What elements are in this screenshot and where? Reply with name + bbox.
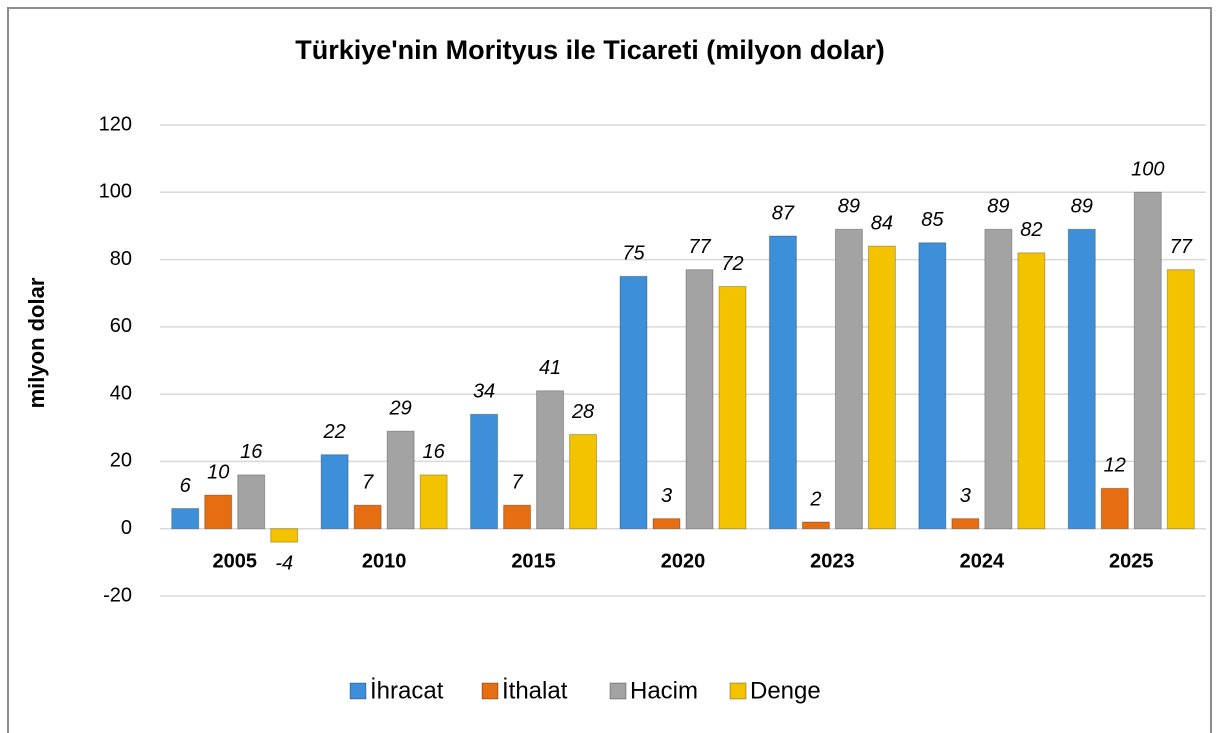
data-label: 7 <box>362 471 374 493</box>
data-label: 10 <box>207 461 229 483</box>
data-label: 6 <box>180 475 192 497</box>
legend-label: İhracat <box>370 677 444 704</box>
data-label: 12 <box>1104 455 1126 477</box>
data-label: 16 <box>240 441 263 463</box>
y-tick-label: 20 <box>110 450 132 472</box>
legend-label: Denge <box>750 677 821 704</box>
y-tick-label: -20 <box>103 584 132 606</box>
data-label: 29 <box>389 397 412 419</box>
bar <box>1067 228 1096 530</box>
bar <box>503 504 532 530</box>
y-tick-label: 40 <box>110 382 132 404</box>
bar <box>386 430 415 530</box>
bar <box>204 494 233 530</box>
legend-swatch <box>729 682 747 700</box>
legend-swatch <box>609 682 627 700</box>
legend-label: İthalat <box>502 677 568 704</box>
data-label: 89 <box>1071 196 1093 218</box>
bar <box>867 245 896 530</box>
data-label: 16 <box>423 441 446 463</box>
x-tick-label: 2024 <box>960 550 1005 572</box>
bar <box>270 528 299 543</box>
data-label: 85 <box>921 209 944 231</box>
bar <box>171 508 200 530</box>
legend-swatch <box>481 682 499 700</box>
data-label: 84 <box>871 212 893 234</box>
data-label: 89 <box>838 196 860 218</box>
legend-swatch <box>349 682 367 700</box>
bar <box>834 228 863 530</box>
bar <box>1017 252 1046 530</box>
bar <box>1133 191 1162 530</box>
bar <box>652 518 681 530</box>
y-axis-label: milyon dolar <box>24 277 49 408</box>
data-label: 28 <box>571 401 594 423</box>
bar <box>718 285 747 530</box>
data-label: 75 <box>622 243 645 265</box>
bar <box>237 474 266 530</box>
data-label: 77 <box>1170 236 1193 258</box>
bar <box>353 504 382 530</box>
x-tick-label: 2010 <box>362 550 407 572</box>
bar <box>536 390 565 530</box>
bar <box>984 228 1013 530</box>
x-tick-label: 2005 <box>212 550 257 572</box>
bar <box>801 521 830 530</box>
bar <box>320 454 349 530</box>
data-label: -4 <box>275 552 293 574</box>
data-label: 7 <box>512 471 524 493</box>
bar <box>951 518 980 530</box>
bar <box>685 269 714 530</box>
y-tick-label: 120 <box>99 113 132 135</box>
x-tick-label: 2023 <box>810 550 855 572</box>
x-tick-label: 2015 <box>511 550 556 572</box>
x-tick-label: 2025 <box>1109 550 1154 572</box>
x-tick-label: 2020 <box>661 550 706 572</box>
data-label: 82 <box>1020 219 1042 241</box>
y-tick-label: 60 <box>110 315 132 337</box>
bar <box>470 413 499 530</box>
data-label: 77 <box>688 236 711 258</box>
bar <box>419 474 448 530</box>
data-label: 87 <box>772 202 795 224</box>
y-tick-label: 0 <box>121 517 132 539</box>
data-label: 72 <box>721 253 743 275</box>
bar <box>918 242 947 530</box>
data-label: 89 <box>987 196 1009 218</box>
y-tick-label: 80 <box>110 248 132 270</box>
legend-label: Hacim <box>630 677 698 704</box>
bar <box>1100 487 1129 530</box>
y-tick-label: 100 <box>99 181 132 203</box>
bar <box>569 434 598 530</box>
data-label: 2 <box>809 488 821 510</box>
bar <box>1166 269 1195 530</box>
data-label: 34 <box>473 381 495 403</box>
data-label: 3 <box>661 485 672 507</box>
bar <box>619 275 648 530</box>
data-label: 3 <box>960 485 971 507</box>
bar <box>768 235 797 530</box>
data-label: 100 <box>1131 159 1164 181</box>
data-label: 22 <box>323 421 346 443</box>
data-label: 41 <box>539 357 561 379</box>
chart-title: Türkiye'nin Morityus ile Ticareti (milyo… <box>295 35 885 65</box>
